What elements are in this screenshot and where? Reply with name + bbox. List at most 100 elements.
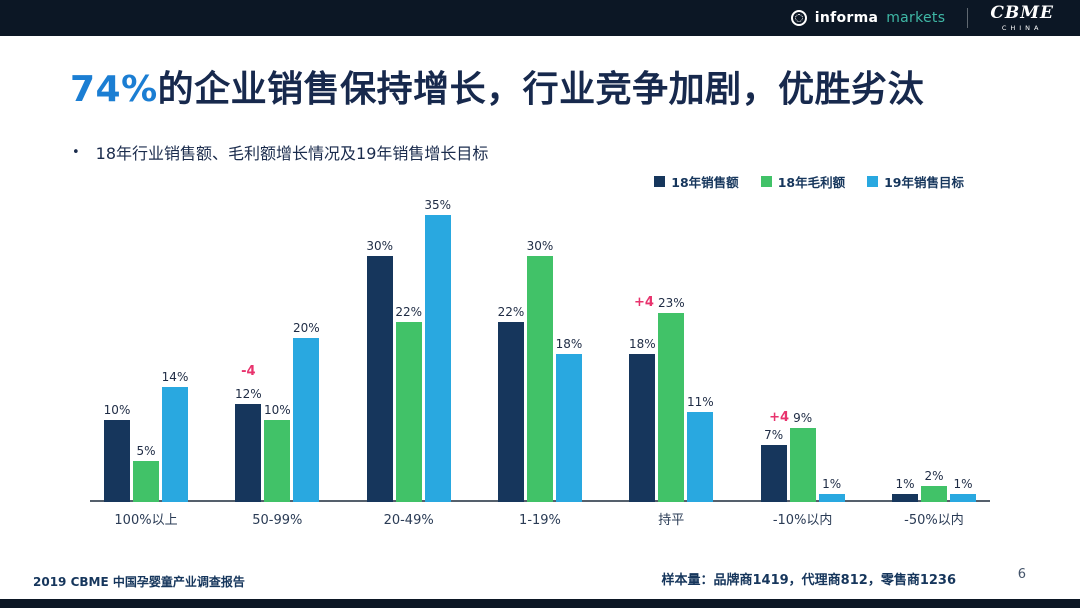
bar-value-label: 22%	[497, 304, 525, 319]
bar-group: 18% 23% +4 11% 持平	[628, 295, 714, 532]
footer-report-title: 2019 CBME 中国孕婴童产业调查报告	[33, 575, 245, 589]
bar	[366, 256, 393, 502]
legend-label: 19年销售目标	[884, 174, 964, 190]
bar-group: 7% 9% +4 1% -10%以内	[760, 410, 845, 532]
bar	[264, 420, 291, 502]
bar-with-label: 30%	[527, 239, 553, 502]
bottom-bar	[0, 599, 1080, 608]
category-label: 20-49%	[383, 513, 434, 528]
bar	[555, 354, 582, 502]
bar	[949, 493, 976, 502]
bar-group: 22% 30% 18% 1-19%	[498, 239, 583, 532]
bar-with-label: 1%	[949, 476, 976, 502]
legend-item: 19年销售目标	[867, 172, 964, 191]
bar-with-label: 1%	[818, 476, 845, 502]
bar	[526, 256, 553, 502]
bar	[497, 321, 524, 502]
bar-with-label: 20%	[293, 321, 320, 502]
bar-with-label: 10%	[264, 403, 291, 502]
bar-value-label: 12% -4	[235, 363, 262, 401]
bar-with-label: 22%	[395, 304, 422, 502]
bar-value-label: 10%	[103, 403, 131, 417]
legend-label: 18年销售额	[671, 174, 739, 190]
cbme-logo: CBME CHINA	[990, 2, 1054, 32]
bar-with-label: 14%	[162, 370, 188, 502]
bar	[162, 387, 188, 502]
bar-with-label: 5%	[133, 444, 159, 502]
legend-label: 18年毛利额	[777, 174, 846, 190]
bar-value-label: 14%	[161, 370, 189, 385]
category-label: 1-19%	[519, 513, 561, 528]
category-label: 持平	[658, 513, 685, 528]
logo-divider	[967, 8, 969, 28]
bar-with-label: 12% -4	[235, 363, 262, 502]
footer-sample-size: 样本量：品牌商1419，代理商812，零售商1236	[661, 573, 957, 588]
bar	[395, 321, 422, 502]
title-rest: 的企业销售保持增长，行业竞争加剧，优胜劣汰	[157, 69, 925, 110]
bar-value-label: 35%	[424, 198, 451, 212]
cbme-label: CBME	[990, 2, 1054, 23]
bar	[891, 493, 918, 502]
bar-cluster: 18% 23% +4 11%	[628, 295, 714, 502]
bar-value-label: 30%	[366, 239, 393, 253]
bar-cluster: 30% 22% 35%	[366, 198, 451, 502]
bar-chart: 18年销售额 18年毛利额 19年销售目标 10% 5% 14% 100%以上 12% -4 1…	[90, 172, 990, 532]
bar	[235, 403, 262, 502]
bar	[629, 354, 656, 502]
legend-item: 18年销售额	[654, 172, 739, 191]
chart-legend: 18年销售额 18年毛利额 19年销售目标	[90, 172, 990, 190]
bar-value-label: 7%	[764, 427, 784, 442]
informa-label: informa	[814, 10, 879, 26]
category-label: -10%以内	[772, 513, 833, 528]
category-label: 100%以上	[114, 513, 178, 528]
bar	[104, 420, 130, 502]
bar	[789, 428, 816, 502]
top-brand-bar: informa markets CBME CHINA	[0, 0, 1080, 36]
bar-value-label: 2%	[924, 468, 944, 483]
informa-markets-logo: informa markets	[790, 10, 946, 26]
bar	[760, 444, 787, 502]
bar-cluster: 12% -4 10% 20%	[235, 321, 320, 502]
legend-swatch-icon	[867, 175, 879, 187]
bar-value-label: 23% +4	[634, 295, 685, 311]
bar-with-label: 18%	[628, 337, 656, 502]
bar-value-label: 5%	[136, 444, 156, 458]
bar-with-label: 2%	[920, 468, 947, 502]
bar	[133, 461, 159, 502]
page-title: 74%的企业销售保持增长，行业竞争加剧，优胜劣汰	[70, 60, 924, 112]
chart-plot: 10% 5% 14% 100%以上 12% -4 10% 20% 50-99% 30% 22% 35%…	[90, 192, 990, 532]
bar-with-label: 35%	[424, 198, 451, 502]
bar-with-label: 10%	[104, 403, 130, 502]
bar-value-label: 20%	[293, 321, 320, 335]
bar-value-label: 1%	[822, 476, 842, 491]
bar-value-label: 1%	[895, 476, 915, 491]
bar	[424, 215, 451, 502]
bar-value-label: 1%	[953, 476, 973, 491]
bar-group: 10% 5% 14% 100%以上	[104, 370, 189, 532]
chart-subtitle-text: 18年行业销售额、毛利额增长情况及19年销售增长目标	[95, 144, 489, 163]
bar-value-label: 9% +4	[769, 410, 813, 426]
delta-annotation: +4	[634, 295, 654, 311]
markets-label: markets	[886, 10, 946, 26]
bar-value-label: 18%	[628, 337, 656, 352]
category-label: 50-99%	[252, 513, 303, 528]
bar-group: 12% -4 10% 20% 50-99%	[235, 321, 320, 532]
chart-subtitle: • 18年行业销售额、毛利额增长情况及19年销售增长目标	[72, 140, 488, 164]
delta-annotation: -4	[241, 363, 256, 379]
bar-cluster: 7% 9% +4 1%	[760, 410, 845, 502]
bar-value-label: 18%	[555, 337, 583, 352]
bar-with-label: 30%	[366, 239, 393, 502]
bar-value-label: 11%	[686, 394, 714, 409]
page-number: 6	[1017, 567, 1026, 582]
bar	[920, 485, 947, 502]
bar-value-label: 10%	[264, 403, 291, 417]
bar-cluster: 22% 30% 18%	[498, 239, 582, 502]
delta-annotation: +4	[769, 410, 790, 426]
bar-with-label: 11%	[686, 394, 714, 502]
bar-with-label: 18%	[556, 337, 582, 502]
bullet-icon: •	[72, 144, 80, 160]
bar	[687, 411, 714, 502]
informa-roundel-icon	[790, 10, 807, 26]
bar-value-label: 22%	[395, 304, 422, 319]
bar-with-label: 23% +4	[634, 295, 685, 502]
